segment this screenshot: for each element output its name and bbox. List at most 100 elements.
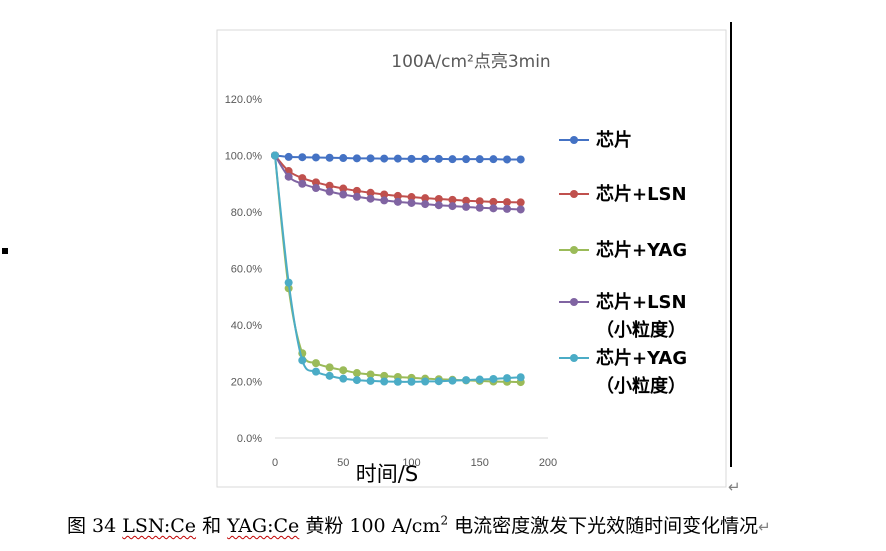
x-axis-label: 时间/S bbox=[356, 462, 418, 486]
page-vertical-rule bbox=[730, 22, 732, 467]
data-point bbox=[407, 377, 416, 386]
caption-and: 和 bbox=[196, 515, 228, 537]
data-point bbox=[421, 200, 430, 209]
data-point bbox=[339, 366, 348, 375]
data-point bbox=[352, 376, 361, 385]
legend-marker bbox=[570, 246, 578, 254]
data-point bbox=[489, 155, 498, 164]
data-point bbox=[311, 178, 320, 187]
data-point bbox=[503, 155, 512, 164]
data-point bbox=[352, 186, 361, 195]
series-layer bbox=[271, 151, 525, 387]
data-point bbox=[407, 198, 416, 207]
legend-item: 芯片+YAG bbox=[559, 239, 687, 261]
data-point bbox=[284, 278, 293, 287]
y-tick-label: 120.0% bbox=[225, 94, 263, 106]
data-point bbox=[352, 369, 361, 378]
data-point bbox=[298, 356, 307, 365]
caption-paragraph-mark: ↵ bbox=[758, 518, 771, 536]
legend-label: 芯片+LSN bbox=[596, 183, 687, 205]
legend-label: 芯片+YAG bbox=[596, 347, 687, 369]
data-point bbox=[407, 193, 416, 202]
data-point bbox=[366, 194, 375, 203]
data-point bbox=[421, 154, 430, 163]
y-tick-label: 100.0% bbox=[225, 151, 263, 163]
y-tick-label: 60.0% bbox=[231, 264, 262, 276]
caption-lsn: LSN:Ce bbox=[122, 515, 197, 537]
x-tick-label: 0 bbox=[272, 457, 278, 469]
data-point bbox=[434, 201, 443, 210]
data-point bbox=[380, 154, 389, 163]
data-point bbox=[339, 184, 348, 193]
data-point bbox=[284, 172, 293, 181]
data-point bbox=[298, 174, 307, 183]
legend-item: 芯片+LSN （小粒度） bbox=[559, 291, 687, 341]
legend-item: 芯片 bbox=[559, 129, 632, 151]
data-point bbox=[352, 154, 361, 163]
data-point bbox=[366, 188, 375, 197]
data-point bbox=[366, 154, 375, 163]
series-1 bbox=[271, 151, 525, 164]
data-point bbox=[380, 377, 389, 386]
caption-superscript: 2 bbox=[440, 513, 449, 528]
data-point bbox=[489, 374, 498, 383]
data-point bbox=[393, 197, 402, 206]
data-point bbox=[516, 205, 525, 214]
caption-prefix: 图 34 bbox=[67, 515, 123, 537]
data-point bbox=[421, 377, 430, 386]
y-axis: 0.0% 20.0% 40.0% 60.0% 80.0% 100.0% 120.0% bbox=[225, 94, 263, 445]
data-point bbox=[311, 367, 320, 376]
data-point bbox=[393, 191, 402, 200]
legend-marker bbox=[570, 298, 578, 306]
x-tick-label: 150 bbox=[471, 457, 489, 469]
x-axis: 0 50 100 150 200 bbox=[272, 457, 557, 469]
series-2 bbox=[271, 151, 525, 207]
data-point bbox=[489, 197, 498, 206]
legend-label-sub: （小粒度） bbox=[596, 375, 686, 397]
data-point bbox=[393, 154, 402, 163]
figure-caption: 图 34 LSN:Ce 和 YAG:Ce 黄粉 100 A/cm2 电流密度激发… bbox=[67, 511, 771, 538]
y-tick-label: 20.0% bbox=[231, 377, 262, 389]
data-point bbox=[352, 192, 361, 201]
data-point bbox=[366, 370, 375, 379]
caption-yag: YAG:Ce bbox=[227, 515, 300, 537]
caption-rest: 电流密度激发下光效随时间变化情况 bbox=[448, 515, 759, 537]
legend-marker bbox=[570, 136, 578, 144]
series-5 bbox=[271, 151, 525, 386]
data-point bbox=[284, 152, 293, 161]
data-point bbox=[462, 155, 471, 164]
data-point bbox=[325, 181, 334, 190]
y-tick-label: 40.0% bbox=[231, 320, 262, 332]
data-point bbox=[503, 198, 512, 207]
legend-label: 芯片 bbox=[596, 129, 632, 151]
data-point bbox=[434, 377, 443, 386]
data-point bbox=[380, 196, 389, 205]
data-point bbox=[516, 373, 525, 382]
data-point bbox=[271, 151, 279, 160]
data-point bbox=[380, 190, 389, 199]
data-point bbox=[448, 376, 457, 385]
data-point bbox=[325, 371, 334, 380]
legend-marker bbox=[570, 190, 578, 198]
legend-item: 芯片+LSN bbox=[559, 183, 687, 205]
data-point bbox=[489, 204, 498, 213]
data-point bbox=[339, 190, 348, 199]
data-point bbox=[475, 155, 484, 164]
chart-title: 100A/cm²点亮3min bbox=[391, 52, 550, 72]
bullet-marker bbox=[2, 248, 8, 254]
data-point bbox=[380, 371, 389, 380]
legend-label: 芯片+LSN bbox=[596, 291, 687, 313]
caption-middle: 黄粉 100 A/cm bbox=[299, 515, 441, 537]
data-point bbox=[516, 198, 525, 207]
data-point bbox=[475, 203, 484, 212]
data-point bbox=[407, 154, 416, 163]
data-point bbox=[503, 204, 512, 213]
y-tick-label: 0.0% bbox=[237, 433, 262, 445]
data-point bbox=[325, 363, 334, 372]
legend-marker bbox=[570, 354, 578, 362]
paragraph-mark: ↵ bbox=[728, 478, 741, 496]
x-tick-label: 50 bbox=[337, 457, 349, 469]
data-point bbox=[339, 154, 348, 163]
